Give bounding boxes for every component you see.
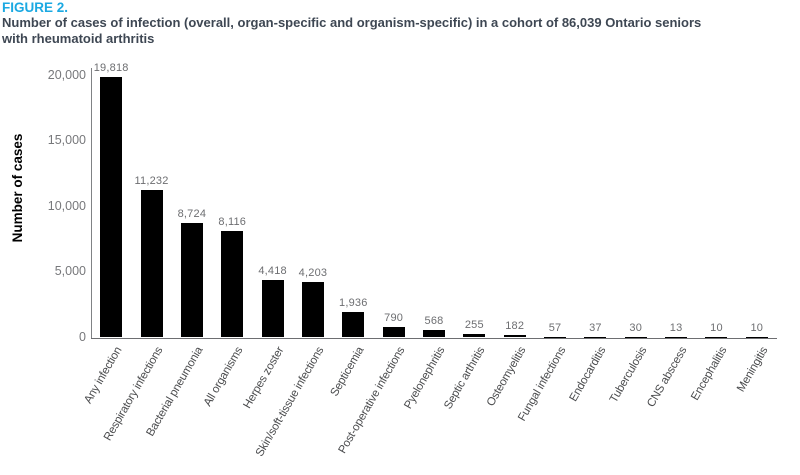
bar-value-label: 8,116 (218, 215, 247, 228)
bar-value-label: 19,818 (93, 62, 129, 75)
bar-value-label: 255 (464, 319, 484, 332)
y-tick-label: 15,000 (47, 133, 86, 148)
y-tick-label: 20,000 (47, 67, 86, 82)
bar (382, 327, 405, 338)
y-tick-label: 5,000 (54, 264, 86, 279)
bar (342, 312, 365, 338)
bar (544, 336, 567, 338)
bar-value-label: 10 (750, 322, 764, 335)
x-axis-line (91, 337, 777, 339)
bar-value-label: 10 (710, 322, 723, 335)
bar-value-label: 13 (669, 322, 683, 335)
bar (221, 230, 244, 338)
y-tick-label: 10,000 (47, 198, 86, 213)
figure-heading: FIGURE 2. Number of cases of infection (… (2, 0, 798, 46)
bar-value-label: 182 (505, 320, 525, 333)
bar (503, 335, 526, 338)
bar (423, 330, 445, 338)
figure-label: FIGURE 2. (2, 0, 69, 15)
bar-value-label: 37 (589, 322, 602, 334)
y-axis-line (91, 68, 92, 339)
figure-title-line-1: Number of cases of infection (overall, o… (2, 15, 702, 30)
bar (261, 279, 284, 338)
bar-value-label: 568 (424, 315, 444, 328)
bar (180, 222, 203, 338)
figure-title-line-2: with rheumatoid arthritis (2, 30, 155, 46)
bar-value-label: 4,203 (298, 267, 328, 280)
bar-value-label: 30 (629, 322, 643, 335)
bar-value-label: 1,936 (339, 297, 368, 310)
bar-value-label: 57 (548, 321, 562, 334)
bar-value-label: 11,232 (134, 175, 169, 188)
bar (301, 282, 324, 338)
x-category-label: Any infection (82, 345, 125, 406)
bar (100, 77, 123, 338)
bar (140, 190, 163, 338)
bar-value-label: 4,418 (258, 264, 287, 277)
bar-value-label: 790 (384, 312, 404, 325)
y-tick-label: 0 (79, 330, 86, 344)
bar (463, 334, 486, 338)
bar-value-label: 8,724 (177, 207, 207, 220)
